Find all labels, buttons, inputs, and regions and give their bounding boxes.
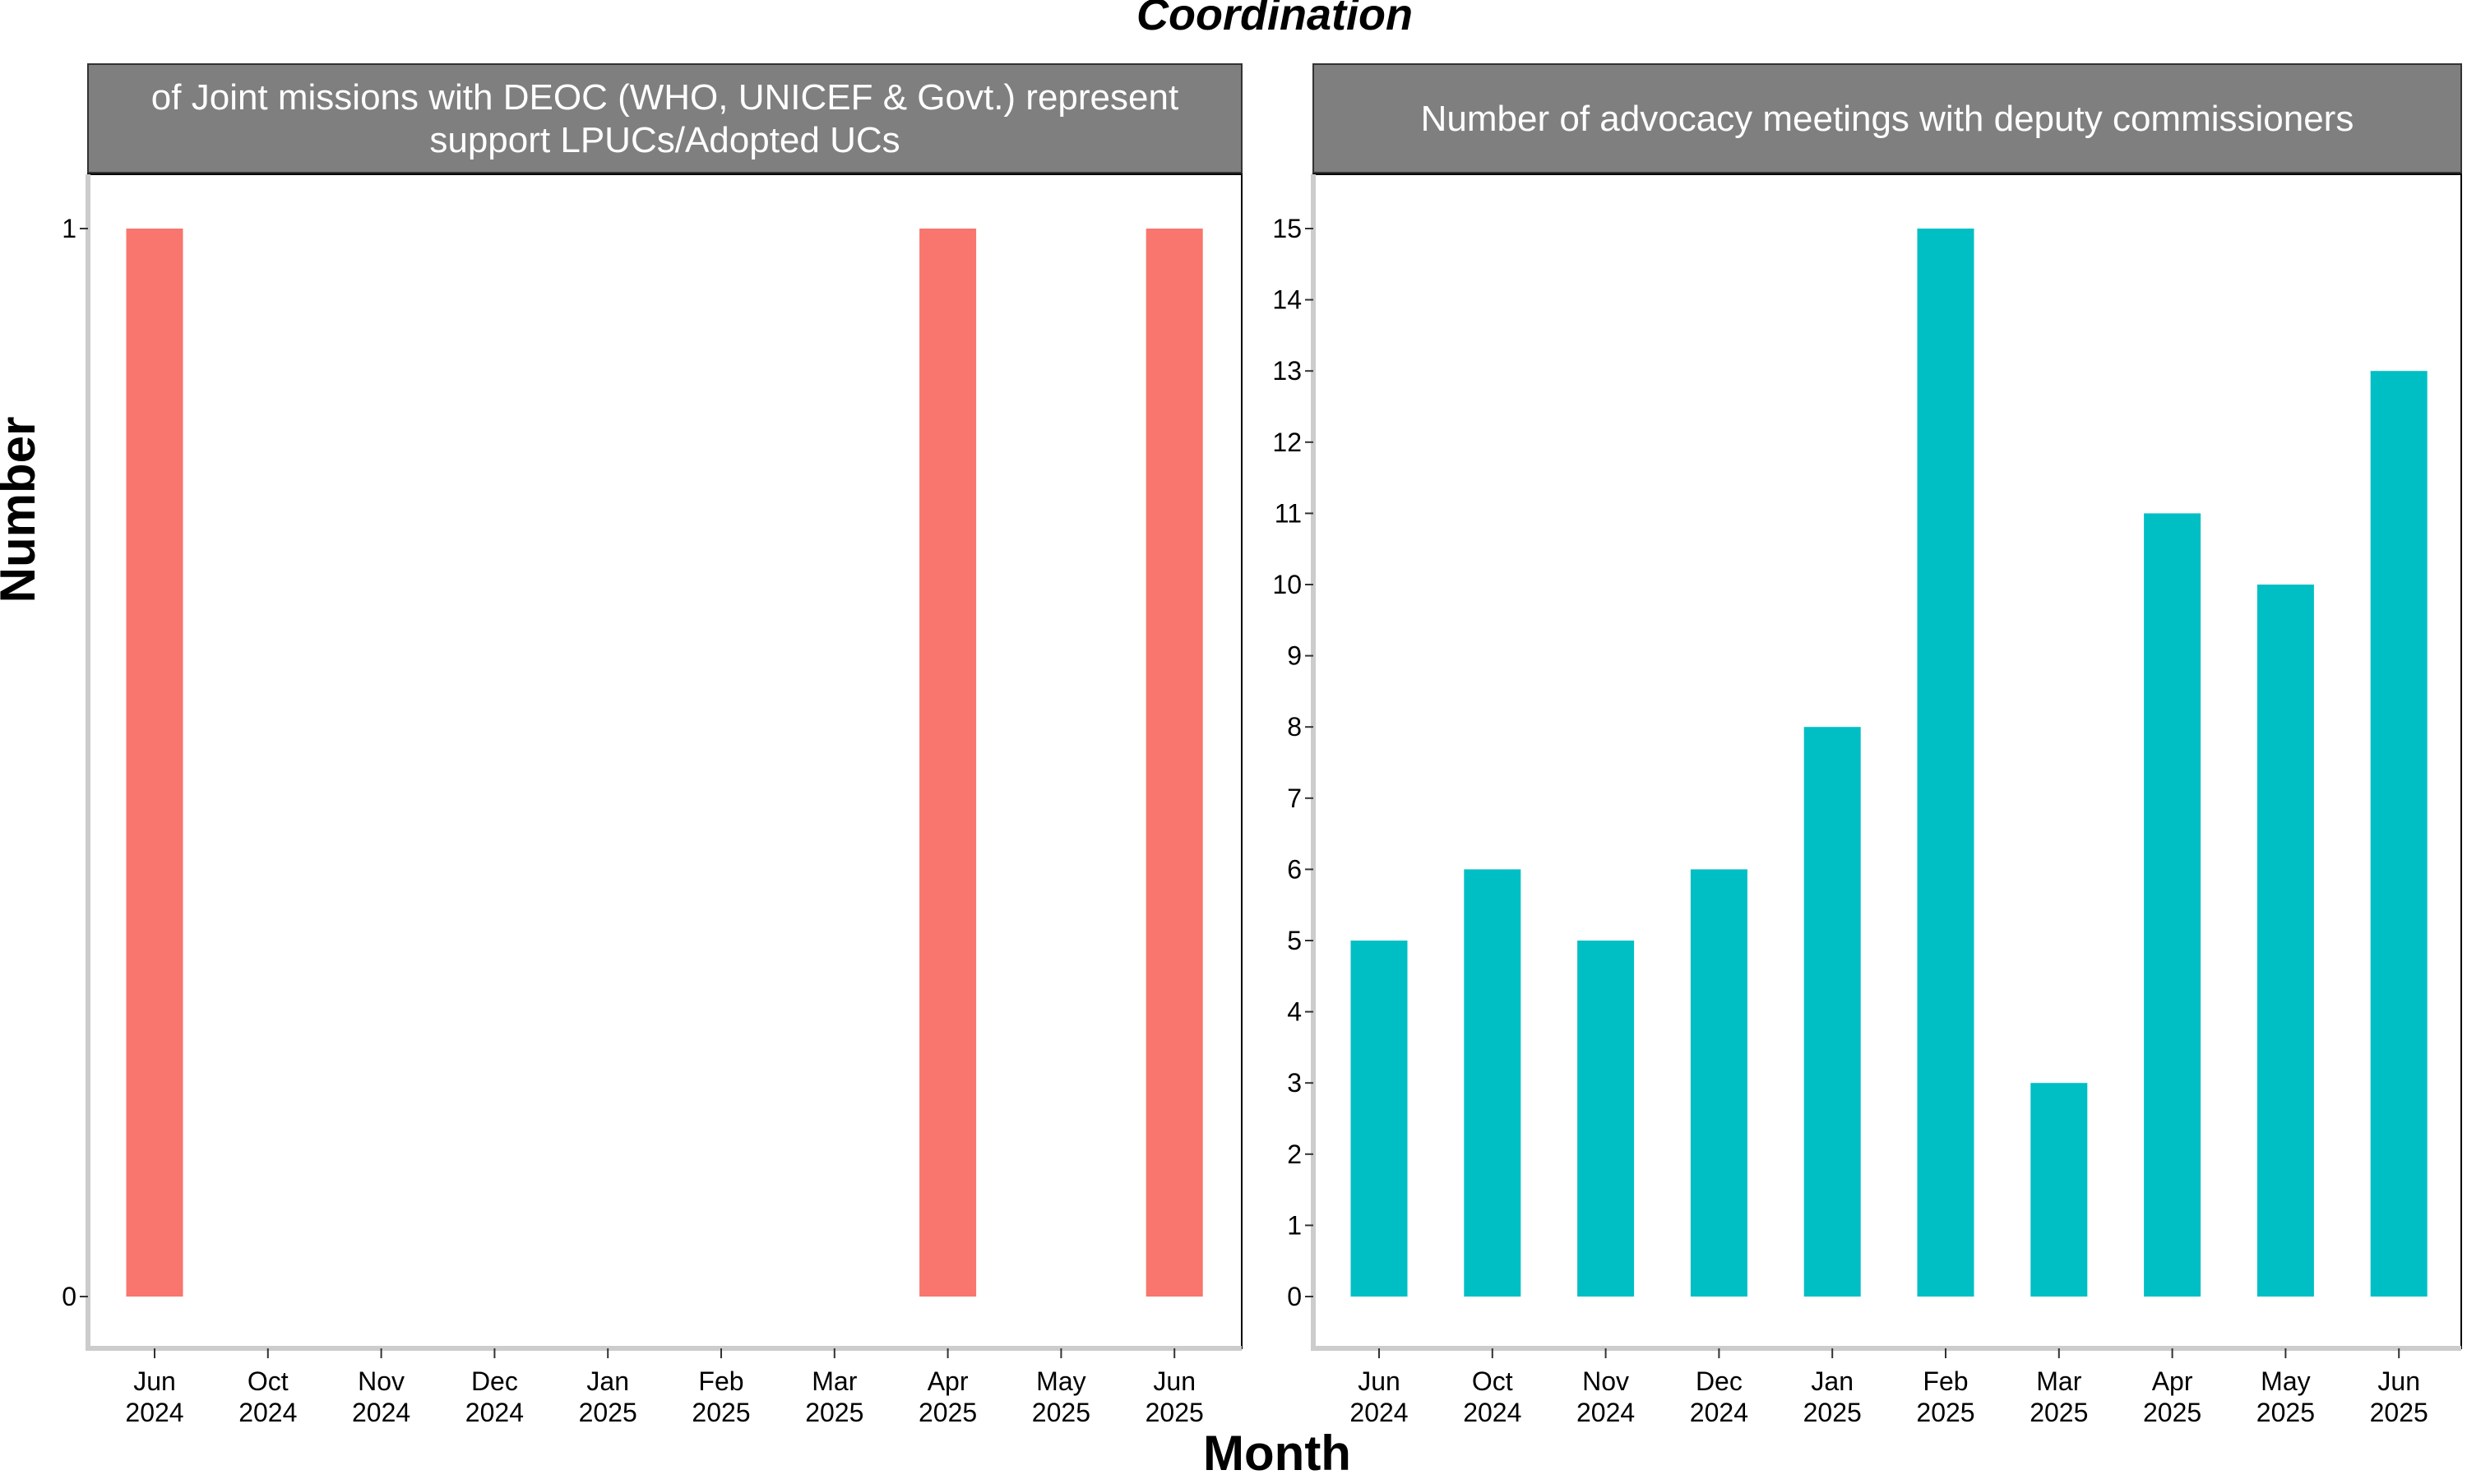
bar [1803, 727, 1861, 1297]
x-tick-label: 2025 [2256, 1398, 2315, 1427]
panel-strip-label: of Joint missions with DEOC (WHO, UNICEF… [151, 77, 1178, 118]
x-tick-label: Dec [471, 1366, 518, 1396]
x-tick-label: 2024 [238, 1398, 297, 1427]
x-tick-label: 2024 [1576, 1398, 1635, 1427]
bar [126, 229, 183, 1297]
panel-1: of Joint missions with DEOC (WHO, UNICEF… [62, 63, 1243, 1427]
x-tick-label: 2025 [579, 1398, 637, 1427]
y-tick-label: 4 [1287, 997, 1302, 1027]
chart-title: Coordination [1136, 0, 1413, 39]
panel-strip-1 [87, 63, 1243, 173]
x-tick-label: 2025 [1803, 1398, 1862, 1427]
x-tick-label: Oct [248, 1366, 289, 1396]
y-tick-label: 13 [1272, 356, 1302, 386]
bar [1917, 229, 1974, 1297]
x-tick-label: May [1036, 1366, 1085, 1396]
x-tick-label: 2024 [125, 1398, 183, 1427]
panels: of Joint missions with DEOC (WHO, UNICEF… [62, 63, 2462, 1427]
x-tick-label: Nov [358, 1366, 405, 1396]
y-tick-label: 1 [62, 214, 76, 243]
x-tick-label: 2025 [805, 1398, 863, 1427]
bar [1690, 869, 1747, 1297]
x-tick-label: Nov [1582, 1366, 1629, 1396]
x-tick-label: Apr [928, 1366, 969, 1396]
x-tick-label: Apr [2152, 1366, 2193, 1396]
y-tick-label: 15 [1272, 214, 1302, 243]
y-axis-title: Number [0, 417, 45, 603]
y-tick-label: 8 [1287, 712, 1302, 742]
x-tick-label: 2025 [1146, 1398, 1204, 1427]
x-tick-label: 2025 [692, 1398, 750, 1427]
x-tick-label: Jan [586, 1366, 629, 1396]
bar [2256, 585, 2314, 1297]
y-tick-label: 12 [1272, 428, 1302, 457]
panel-plot-area [87, 173, 1243, 1349]
y-tick-label: 10 [1272, 570, 1302, 599]
x-tick-label: Dec [1696, 1366, 1743, 1396]
y-tick-label: 3 [1287, 1068, 1302, 1098]
bar [919, 229, 977, 1297]
x-tick-label: 2025 [919, 1398, 977, 1427]
panel-strip-2 [1312, 63, 2462, 173]
x-tick-label: Mar [2036, 1366, 2081, 1396]
y-tick-label: 6 [1287, 854, 1302, 884]
x-tick-label: Jun [2377, 1366, 2420, 1396]
bar [1577, 941, 1635, 1297]
panel-2: Number of advocacy meetings with deputy … [1272, 63, 2462, 1427]
panel-strip-label: Number of advocacy meetings with deputy … [1421, 99, 2354, 139]
y-tick-label: 1 [1287, 1210, 1302, 1240]
x-tick-label: 2025 [1032, 1398, 1090, 1427]
x-tick-label: 2024 [1690, 1398, 1748, 1427]
y-tick-label: 14 [1272, 285, 1302, 315]
y-tick-label: 9 [1287, 641, 1302, 671]
y-tick-label: 2 [1287, 1140, 1302, 1169]
y-tick-label: 7 [1287, 784, 1302, 813]
y-tick-label: 0 [62, 1282, 76, 1311]
x-tick-label: Jan [1811, 1366, 1854, 1396]
x-tick-label: Feb [1923, 1366, 1968, 1396]
x-tick-label: Jun [133, 1366, 176, 1396]
y-tick-label: 11 [1275, 498, 1302, 528]
x-tick-label: Jun [1358, 1366, 1400, 1396]
x-tick-label: 2025 [1916, 1398, 1974, 1427]
x-tick-label: 2024 [1463, 1398, 1521, 1427]
x-tick-label: 2025 [2370, 1398, 2428, 1427]
bar [1350, 941, 1408, 1297]
x-tick-label: 2025 [2030, 1398, 2088, 1427]
bar [2144, 513, 2201, 1297]
bar [2370, 371, 2428, 1297]
y-tick-label: 5 [1287, 926, 1302, 955]
y-tick-label: 0 [1287, 1282, 1302, 1311]
x-tick-label: 2025 [2143, 1398, 2201, 1427]
x-axis-title: Month [1203, 1426, 1351, 1480]
x-tick-label: Mar [812, 1366, 857, 1396]
x-tick-label: Oct [1472, 1366, 1513, 1396]
x-tick-label: Jun [1153, 1366, 1196, 1396]
x-tick-label: 2024 [465, 1398, 524, 1427]
x-tick-label: 2024 [352, 1398, 410, 1427]
panel-strip-label: support LPUCs/Adopted UCs [429, 120, 900, 160]
bar [2030, 1083, 2088, 1297]
bar [1464, 869, 1521, 1297]
x-tick-label: May [2261, 1366, 2310, 1396]
bar [1146, 229, 1203, 1297]
x-tick-label: Feb [698, 1366, 743, 1396]
x-tick-label: 2024 [1349, 1398, 1408, 1427]
